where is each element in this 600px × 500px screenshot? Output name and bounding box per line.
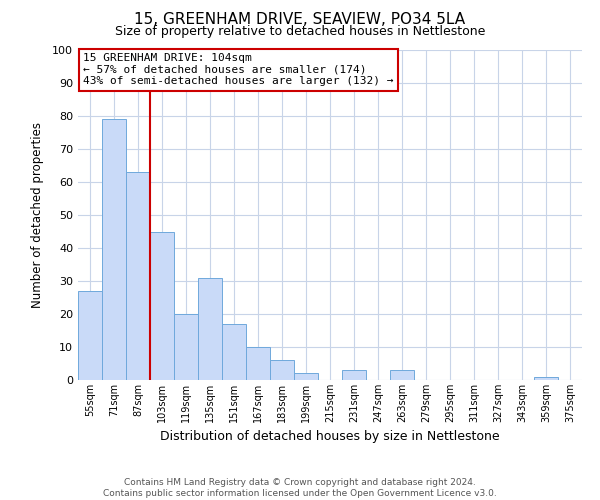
Bar: [102, 120, 126, 380]
Bar: [342, 370, 366, 380]
Bar: [246, 347, 270, 380]
Bar: [390, 370, 414, 380]
Bar: [174, 314, 198, 380]
Bar: [294, 374, 318, 380]
Bar: [150, 232, 174, 380]
Bar: [222, 324, 246, 380]
Bar: [534, 376, 558, 380]
Bar: [198, 278, 222, 380]
Bar: [78, 291, 102, 380]
Text: 15 GREENHAM DRIVE: 104sqm
← 57% of detached houses are smaller (174)
43% of semi: 15 GREENHAM DRIVE: 104sqm ← 57% of detac…: [83, 54, 394, 86]
Text: 15, GREENHAM DRIVE, SEAVIEW, PO34 5LA: 15, GREENHAM DRIVE, SEAVIEW, PO34 5LA: [134, 12, 466, 28]
Bar: [126, 172, 150, 380]
Text: Contains HM Land Registry data © Crown copyright and database right 2024.
Contai: Contains HM Land Registry data © Crown c…: [103, 478, 497, 498]
X-axis label: Distribution of detached houses by size in Nettlestone: Distribution of detached houses by size …: [160, 430, 500, 444]
Text: Size of property relative to detached houses in Nettlestone: Size of property relative to detached ho…: [115, 25, 485, 38]
Bar: [270, 360, 294, 380]
Y-axis label: Number of detached properties: Number of detached properties: [31, 122, 44, 308]
